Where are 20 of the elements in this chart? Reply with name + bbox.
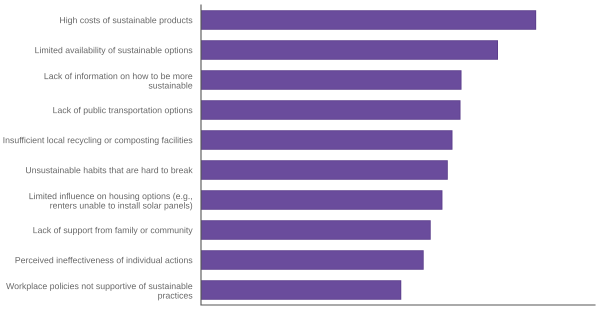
y-tick-label: Limited availability of sustainable options [35,46,192,55]
bar [201,40,498,60]
bar [201,250,424,270]
y-tick-label: Limited influence on housing options (e.g., renters unable to install solar panels) [29,192,192,210]
y-tick-label: Workplace policies not supportive of sustainable practices [6,282,192,300]
bar [201,190,442,210]
bar [201,160,448,180]
y-tick-label: Lack of support from family or community [33,226,193,235]
y-tick-label: Perceived ineffectiveness of individual actions [16,256,192,264]
y-tick-label: Insufficient local recycling or composting facilities [3,136,192,145]
bar [201,220,431,240]
bar [201,280,402,300]
bar [201,100,461,120]
bar [201,10,536,30]
bar [201,70,462,90]
y-tick-label: Lack of public transportation options [53,106,192,115]
y-tick-label: High costs of sustainable products [60,16,192,25]
bar [201,130,452,150]
y-tick-label: Unsustainable habits that are hard to break [26,166,193,174]
y-tick-label: Lack of information on how to be more sustainable [44,72,192,89]
